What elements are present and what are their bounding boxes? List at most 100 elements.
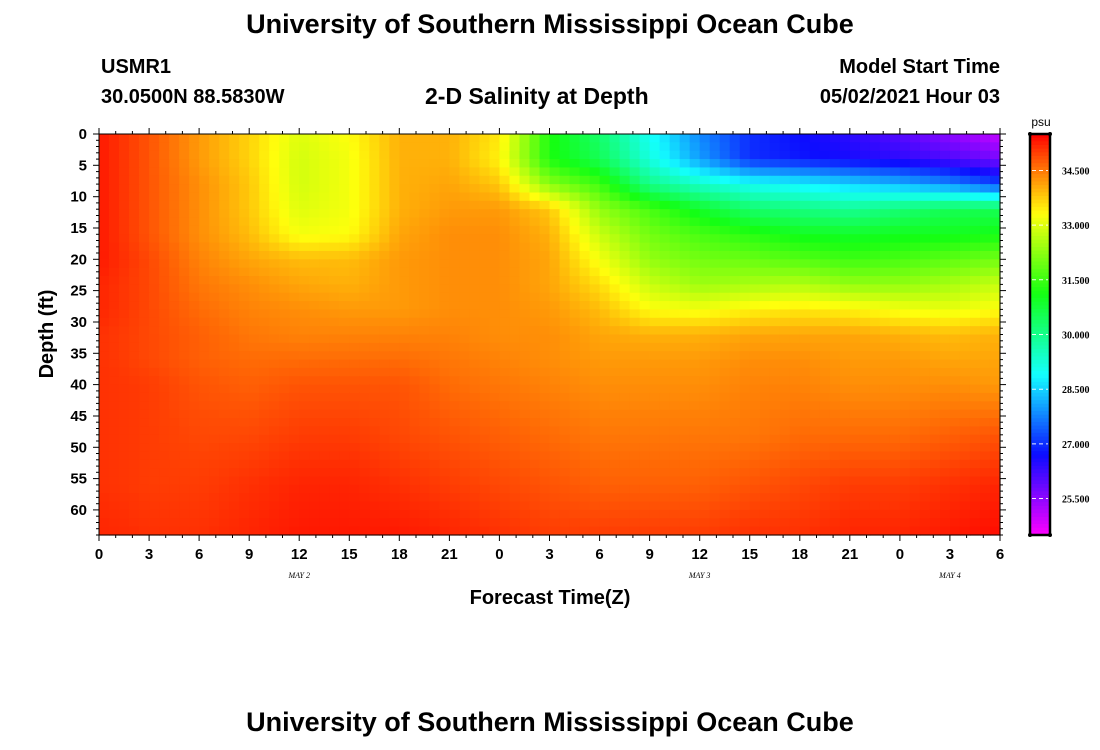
heatmap-cell [949,484,961,494]
heatmap-cell [159,384,170,394]
heatmap-cell [169,443,180,453]
heatmap-cell [149,276,160,285]
heatmap-cell [529,142,541,152]
heatmap-cell [169,134,180,143]
heatmap-cell [439,259,450,269]
heatmap-cell [519,476,531,486]
heatmap-cell [749,142,761,152]
heatmap-cell [549,334,561,344]
heatmap-cell [219,526,230,536]
heatmap-cell [349,484,360,494]
heatmap-cell [339,184,350,194]
colorbar-band [1030,363,1050,368]
heatmap-cell [669,184,681,194]
heatmap-cell [469,418,481,427]
heatmap-cell [959,225,971,235]
heatmap-cell [129,384,140,394]
heatmap-cell [949,451,961,461]
heatmap-cell [759,167,771,177]
heatmap-cell [709,367,721,377]
heatmap-cell [979,301,991,311]
heatmap-cell [799,267,811,277]
heatmap-cell [109,217,120,227]
heatmap-cell [969,342,981,352]
heatmap-cell [459,159,471,169]
heatmap-cell [779,426,791,436]
colorbar-band [1030,418,1050,423]
heatmap-cell [149,167,160,177]
heatmap-cell [99,451,110,461]
heatmap-cell [529,526,541,536]
heatmap-cell [349,200,360,210]
heatmap-cell [419,367,430,377]
heatmap-cell [359,242,370,252]
heatmap-cell [799,476,811,486]
heatmap-cell [239,309,250,319]
heatmap-cell [779,134,791,143]
heatmap-cell [239,443,250,453]
colorbar-band [1030,225,1050,230]
heatmap-cell [959,526,971,536]
heatmap-cell [239,434,250,444]
heatmap-cell [769,284,781,294]
heatmap-cell [839,234,851,244]
heatmap-cell [979,192,991,202]
heatmap-cell [339,426,350,436]
heatmap-cell [579,292,591,302]
heatmap-cell [139,384,150,394]
heatmap-cell [429,234,440,244]
heatmap-cell [419,409,430,419]
heatmap-cell [859,276,871,285]
heatmap-cell [459,192,471,202]
heatmap-cell [559,167,571,177]
heatmap-cell [529,150,541,160]
heatmap-cell [349,301,360,311]
heatmap-cell [119,225,130,235]
heatmap-cell [809,426,821,436]
heatmap-cell [599,259,611,269]
heatmap-cell [539,326,551,336]
heatmap-cell [309,167,320,177]
heatmap-cell [209,225,220,235]
heatmap-cell [969,334,981,344]
heatmap-cell [109,459,120,469]
heatmap-cell [279,384,290,394]
heatmap-cell [689,175,701,185]
heatmap-cell [179,401,190,411]
heatmap-cell [789,134,801,143]
heatmap-cell [639,242,651,252]
heatmap-cell [889,392,901,402]
heatmap-cell [519,342,531,352]
heatmap-cell [279,192,290,202]
colorbar-label: 30.000 [1062,331,1090,342]
heatmap-cell [939,443,951,453]
heatmap-cell [279,409,290,419]
heatmap-cell [159,292,170,302]
heatmap-cell [289,484,300,494]
heatmap-cell [889,292,901,302]
heatmap-cell [459,309,471,319]
heatmap-cell [699,401,711,411]
heatmap-cell [169,367,180,377]
heatmap-cell [299,242,310,252]
heatmap-cell [259,342,270,352]
heatmap-cell [499,351,511,361]
heatmap-cell [909,267,921,277]
heatmap-cell [429,292,440,302]
heatmap-cell [719,217,731,227]
heatmap-cell [369,225,380,235]
heatmap-cell [219,401,230,411]
heatmap-cell [639,359,651,369]
heatmap-cell [979,509,991,519]
heatmap-cell [109,418,120,427]
heatmap-cell [239,259,250,269]
heatmap-cell [129,501,140,511]
heatmap-cell [559,351,571,361]
heatmap-cell [519,242,531,252]
heatmap-cell [499,518,511,528]
heatmap-cell [239,217,250,227]
heatmap-cell [919,259,931,269]
heatmap-cell [649,518,661,528]
heatmap-cell [939,309,951,319]
heatmap-cell [399,200,410,210]
